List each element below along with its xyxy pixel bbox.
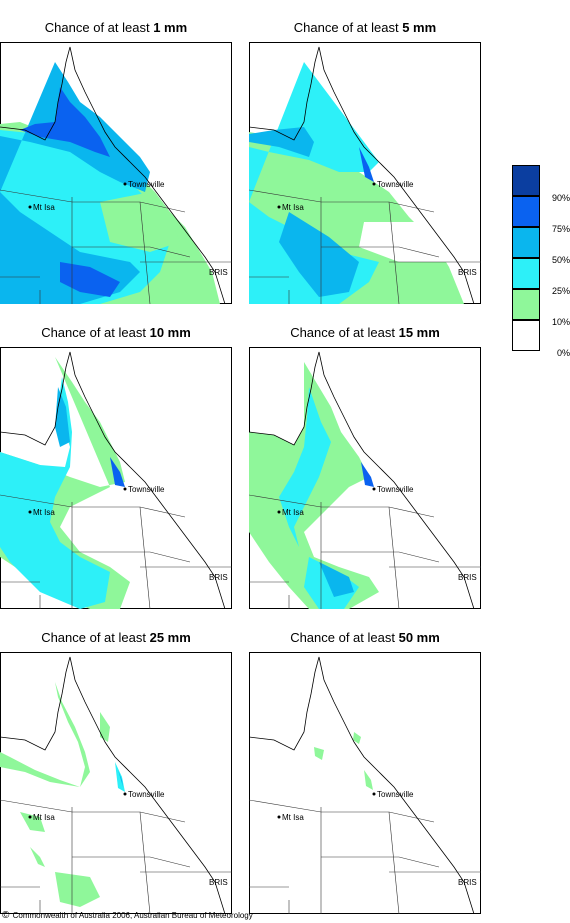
legend-label-0: 0% [556,348,570,358]
rainfall-map: Townsville Mt Isa BRIS [0,652,232,914]
title-amount: 5 mm [402,20,437,35]
label-bris: BRIS [458,268,477,277]
rainfall-map: Townsville Mt Isa BRIS [249,347,481,609]
label-mt-isa: Mt Isa [33,203,55,212]
legend-swatch-50 [512,227,540,258]
label-townsville: Townsville [128,790,165,799]
label-mt-isa: Mt Isa [33,508,55,517]
panel-title: Chance of at least 25 mm [0,630,232,645]
copyright-symbol: © [2,910,10,921]
panel-title: Chance of at least 1 mm [0,20,232,35]
legend-swatch-10 [512,289,540,320]
legend-swatch-75 [512,196,540,227]
label-bris: BRIS [209,268,228,277]
title-amount: 15 mm [398,325,440,340]
label-townsville: Townsville [377,790,414,799]
label-townsville: Townsville [377,180,414,189]
label-bris: BRIS [458,573,477,582]
panel-title: Chance of at least 50 mm [249,630,481,645]
panel-title: Chance of at least 5 mm [249,20,481,35]
title-amount: 25 mm [149,630,191,645]
legend-label-90: 90% [551,193,570,203]
title-amount: 50 mm [398,630,440,645]
legend-swatch-25 [512,258,540,289]
label-mt-isa: Mt Isa [282,203,304,212]
title-prefix: Chance of at least [290,325,395,340]
rainfall-map: Townsville Mt Isa BRIS [0,347,232,609]
label-bris: BRIS [209,573,228,582]
rainfall-map: Townsville Mt Isa BRIS [0,42,232,304]
legend-swatch-0 [512,320,540,351]
title-amount: 1 mm [153,20,188,35]
label-mt-isa: Mt Isa [33,813,55,822]
copyright-text: Commonwealth of Australia 2006, Australi… [12,911,253,920]
label-bris: BRIS [458,878,477,887]
legend-label-25: 25% [551,286,570,296]
panel-title: Chance of at least 10 mm [0,325,232,340]
title-prefix: Chance of at least [293,20,399,35]
title-prefix: Chance of at least [290,630,395,645]
rainfall-map: Townsville Mt Isa BRIS [249,42,481,304]
copyright-footer: © Commonwealth of Australia 2006, Austra… [2,910,253,921]
label-mt-isa: Mt Isa [282,508,304,517]
legend-label-10: 10% [551,317,570,327]
title-prefix: Chance of at least [41,630,146,645]
title-amount: 10 mm [149,325,191,340]
title-prefix: Chance of at least [41,325,146,340]
legend-label-75: 75% [551,224,570,234]
probability-legend: 90% 75% 50% 25% 10% 0% [512,165,570,358]
label-townsville: Townsville [128,180,165,189]
label-townsville: Townsville [128,485,165,494]
label-townsville: Townsville [377,485,414,494]
panel-title: Chance of at least 15 mm [249,325,481,340]
label-bris: BRIS [209,878,228,887]
rainfall-map: Townsville Mt Isa BRIS [249,652,481,914]
legend-label-50: 50% [551,255,570,265]
title-prefix: Chance of at least [44,20,150,35]
legend-swatch-90 [512,165,540,196]
label-mt-isa: Mt Isa [282,813,304,822]
